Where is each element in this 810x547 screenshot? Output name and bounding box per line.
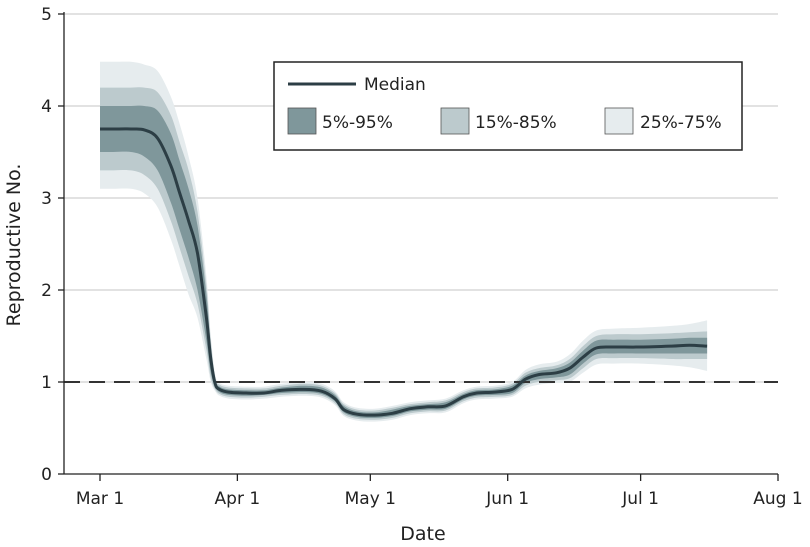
y-tick-label: 3: [41, 189, 52, 209]
x-tick-label: May 1: [345, 489, 396, 509]
x-axis-title: Date: [400, 523, 445, 545]
legend-median-label: Median: [364, 75, 426, 95]
x-tick-label: Apr 1: [215, 489, 261, 509]
y-tick-label: 1: [41, 373, 52, 393]
y-tick-label: 5: [41, 5, 52, 25]
y-axis-title: Reproductive No.: [3, 164, 25, 327]
legend-band-15-85-label: 15%-85%: [475, 113, 557, 133]
y-tick-label: 0: [41, 465, 52, 485]
x-tick-label: Mar 1: [76, 489, 124, 509]
y-tick-label: 2: [41, 281, 52, 301]
median-line-group: [99, 127, 708, 417]
legend-band-15-85-swatch: [440, 107, 470, 135]
x-tick-label: Jun 1: [485, 489, 529, 509]
median-line: [99, 127, 708, 417]
legend-band-5-95-swatch: [287, 107, 317, 135]
uncertainty-bands: [100, 61, 708, 422]
legend-band-5-95-label: 5%-95%: [322, 113, 393, 133]
axes: 0 1 2 3 4 5 Mar 1 Apr 1 May 1 Jun 1 Jul 1 Aug 1: [41, 5, 803, 509]
x-tick-label: Jul 1: [621, 489, 659, 509]
legend: Median 5%-95% 15%-85% 25%-75%: [273, 61, 743, 151]
legend-band-25-75-swatch: [604, 107, 634, 135]
x-tick-label: Aug 1: [753, 489, 802, 509]
band-5-95: [100, 105, 708, 418]
y-tick-label: 4: [41, 97, 52, 117]
legend-box: [273, 61, 743, 151]
legend-band-25-75-label: 25%-75%: [640, 113, 722, 133]
